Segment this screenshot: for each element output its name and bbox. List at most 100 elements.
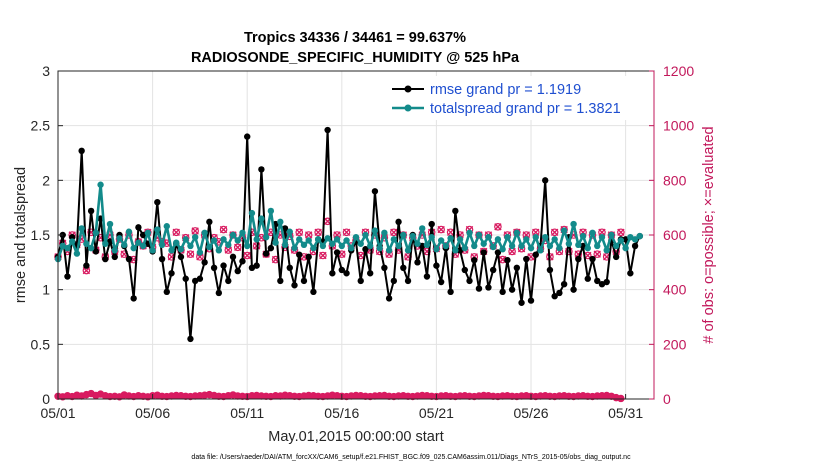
totalspread-point — [523, 236, 530, 243]
totalspread-point — [352, 233, 360, 241]
obs-evaluated-point — [593, 250, 601, 258]
rmse-point — [210, 264, 218, 271]
totalspread-point — [603, 247, 610, 254]
rmse-point — [546, 266, 554, 274]
totalspread-point — [310, 244, 317, 252]
totalspread-point — [570, 220, 577, 228]
legend-label-totalspread: totalspread grand pr = 1.3821 — [430, 101, 621, 117]
rmse-point — [466, 277, 473, 285]
totalspread-point — [225, 241, 232, 249]
x-tick-label: 05/06 — [135, 405, 170, 421]
totalspread-point — [329, 240, 336, 247]
totalspread-point — [244, 242, 251, 250]
totalspread-point — [499, 246, 506, 253]
totalspread-point — [414, 240, 421, 247]
totalspread-point — [324, 235, 331, 242]
rmse-point — [551, 293, 558, 300]
totalspread-point — [83, 240, 90, 247]
totalspread-point — [68, 238, 76, 245]
obs-possible-point — [437, 225, 445, 234]
rmse-point — [234, 267, 241, 275]
totalspread-point — [381, 229, 388, 237]
totalspread-point — [196, 249, 204, 256]
totalspread-point — [87, 244, 95, 252]
totalspread-point — [64, 244, 71, 252]
rmse-point — [281, 225, 289, 232]
totalspread-point — [130, 244, 137, 252]
totalspread-point — [494, 236, 502, 243]
rmse-point — [594, 277, 601, 285]
obs-possible-point — [550, 228, 559, 237]
obs-evaluated-point — [295, 228, 303, 236]
rmse-point — [329, 270, 336, 277]
y2-tick-label: 600 — [663, 227, 687, 243]
totalspread-point — [116, 235, 123, 242]
rmse-point — [130, 295, 137, 302]
rmse-point — [603, 278, 610, 286]
totalspread-point — [111, 247, 118, 254]
totalspread-point — [456, 236, 464, 243]
totalspread-point — [191, 233, 199, 241]
obs-rejected-point — [617, 394, 625, 403]
chart-subtitle: RADIOSONDE_SPECIFIC_HUMIDITY @ 525 hPa — [191, 50, 520, 66]
obs-possible-point — [617, 228, 625, 237]
y-tick-label: 1.5 — [31, 227, 51, 243]
rmse-point — [400, 264, 407, 271]
totalspread-line — [56, 183, 641, 260]
totalspread-point — [575, 241, 582, 249]
y-tick-label: 2.5 — [31, 118, 51, 134]
rmse-point — [92, 248, 100, 255]
totalspread-point — [187, 242, 194, 250]
totalspread-point — [234, 237, 241, 244]
obs-evaluated-point — [234, 243, 242, 251]
rmse-point — [244, 133, 251, 140]
obs-possible-point — [172, 228, 181, 237]
rmse-point — [570, 286, 577, 293]
totalspread-point — [258, 215, 265, 222]
rmse-point — [499, 288, 506, 296]
totalspread-point — [149, 247, 156, 254]
obs-evaluated-point — [342, 228, 351, 236]
rmse-point — [471, 256, 478, 264]
obs-possible-point — [314, 228, 322, 237]
totalspread-point — [102, 240, 109, 247]
totalspread-point — [395, 242, 402, 250]
rmse-point — [627, 270, 634, 277]
rmse-point — [305, 253, 312, 261]
rmse-point — [300, 277, 308, 285]
totalspread-point — [239, 229, 246, 237]
totalspread-point — [452, 247, 459, 254]
chart-title: Tropics 34336 / 34461 = 99.637% — [244, 30, 466, 46]
totalspread-point — [154, 226, 161, 233]
totalspread-point — [319, 242, 327, 250]
rmse-point — [504, 256, 511, 264]
obs-possible-point — [342, 228, 351, 237]
totalspread-point — [215, 247, 223, 254]
obs-evaluated-point — [191, 227, 199, 235]
rmse-point — [78, 147, 85, 155]
rmse-point — [404, 277, 412, 285]
obs-possible-point — [319, 251, 327, 260]
totalspread-point — [343, 237, 350, 244]
rmse-point — [229, 253, 237, 261]
totalspread-point — [144, 229, 152, 237]
totalspread-point — [579, 232, 587, 240]
y2-tick-label: 1200 — [663, 63, 694, 79]
totalspread-point — [210, 237, 218, 244]
rmse-point — [258, 166, 265, 173]
obs-evaluated-point — [446, 228, 455, 236]
totalspread-point — [433, 246, 440, 253]
x-tick-label: 05/01 — [40, 405, 75, 421]
totalspread-point — [158, 241, 166, 249]
legend-box — [388, 76, 650, 120]
obs-evaluated-point — [186, 250, 195, 258]
rmse-point — [362, 246, 369, 253]
rmse-point — [102, 255, 109, 263]
obs-evaluated-point — [508, 247, 516, 256]
totalspread-point — [466, 229, 473, 237]
rmse-point — [324, 126, 331, 134]
rmse-point — [584, 275, 591, 282]
rmse-point — [508, 286, 516, 293]
totalspread-point — [598, 233, 606, 241]
